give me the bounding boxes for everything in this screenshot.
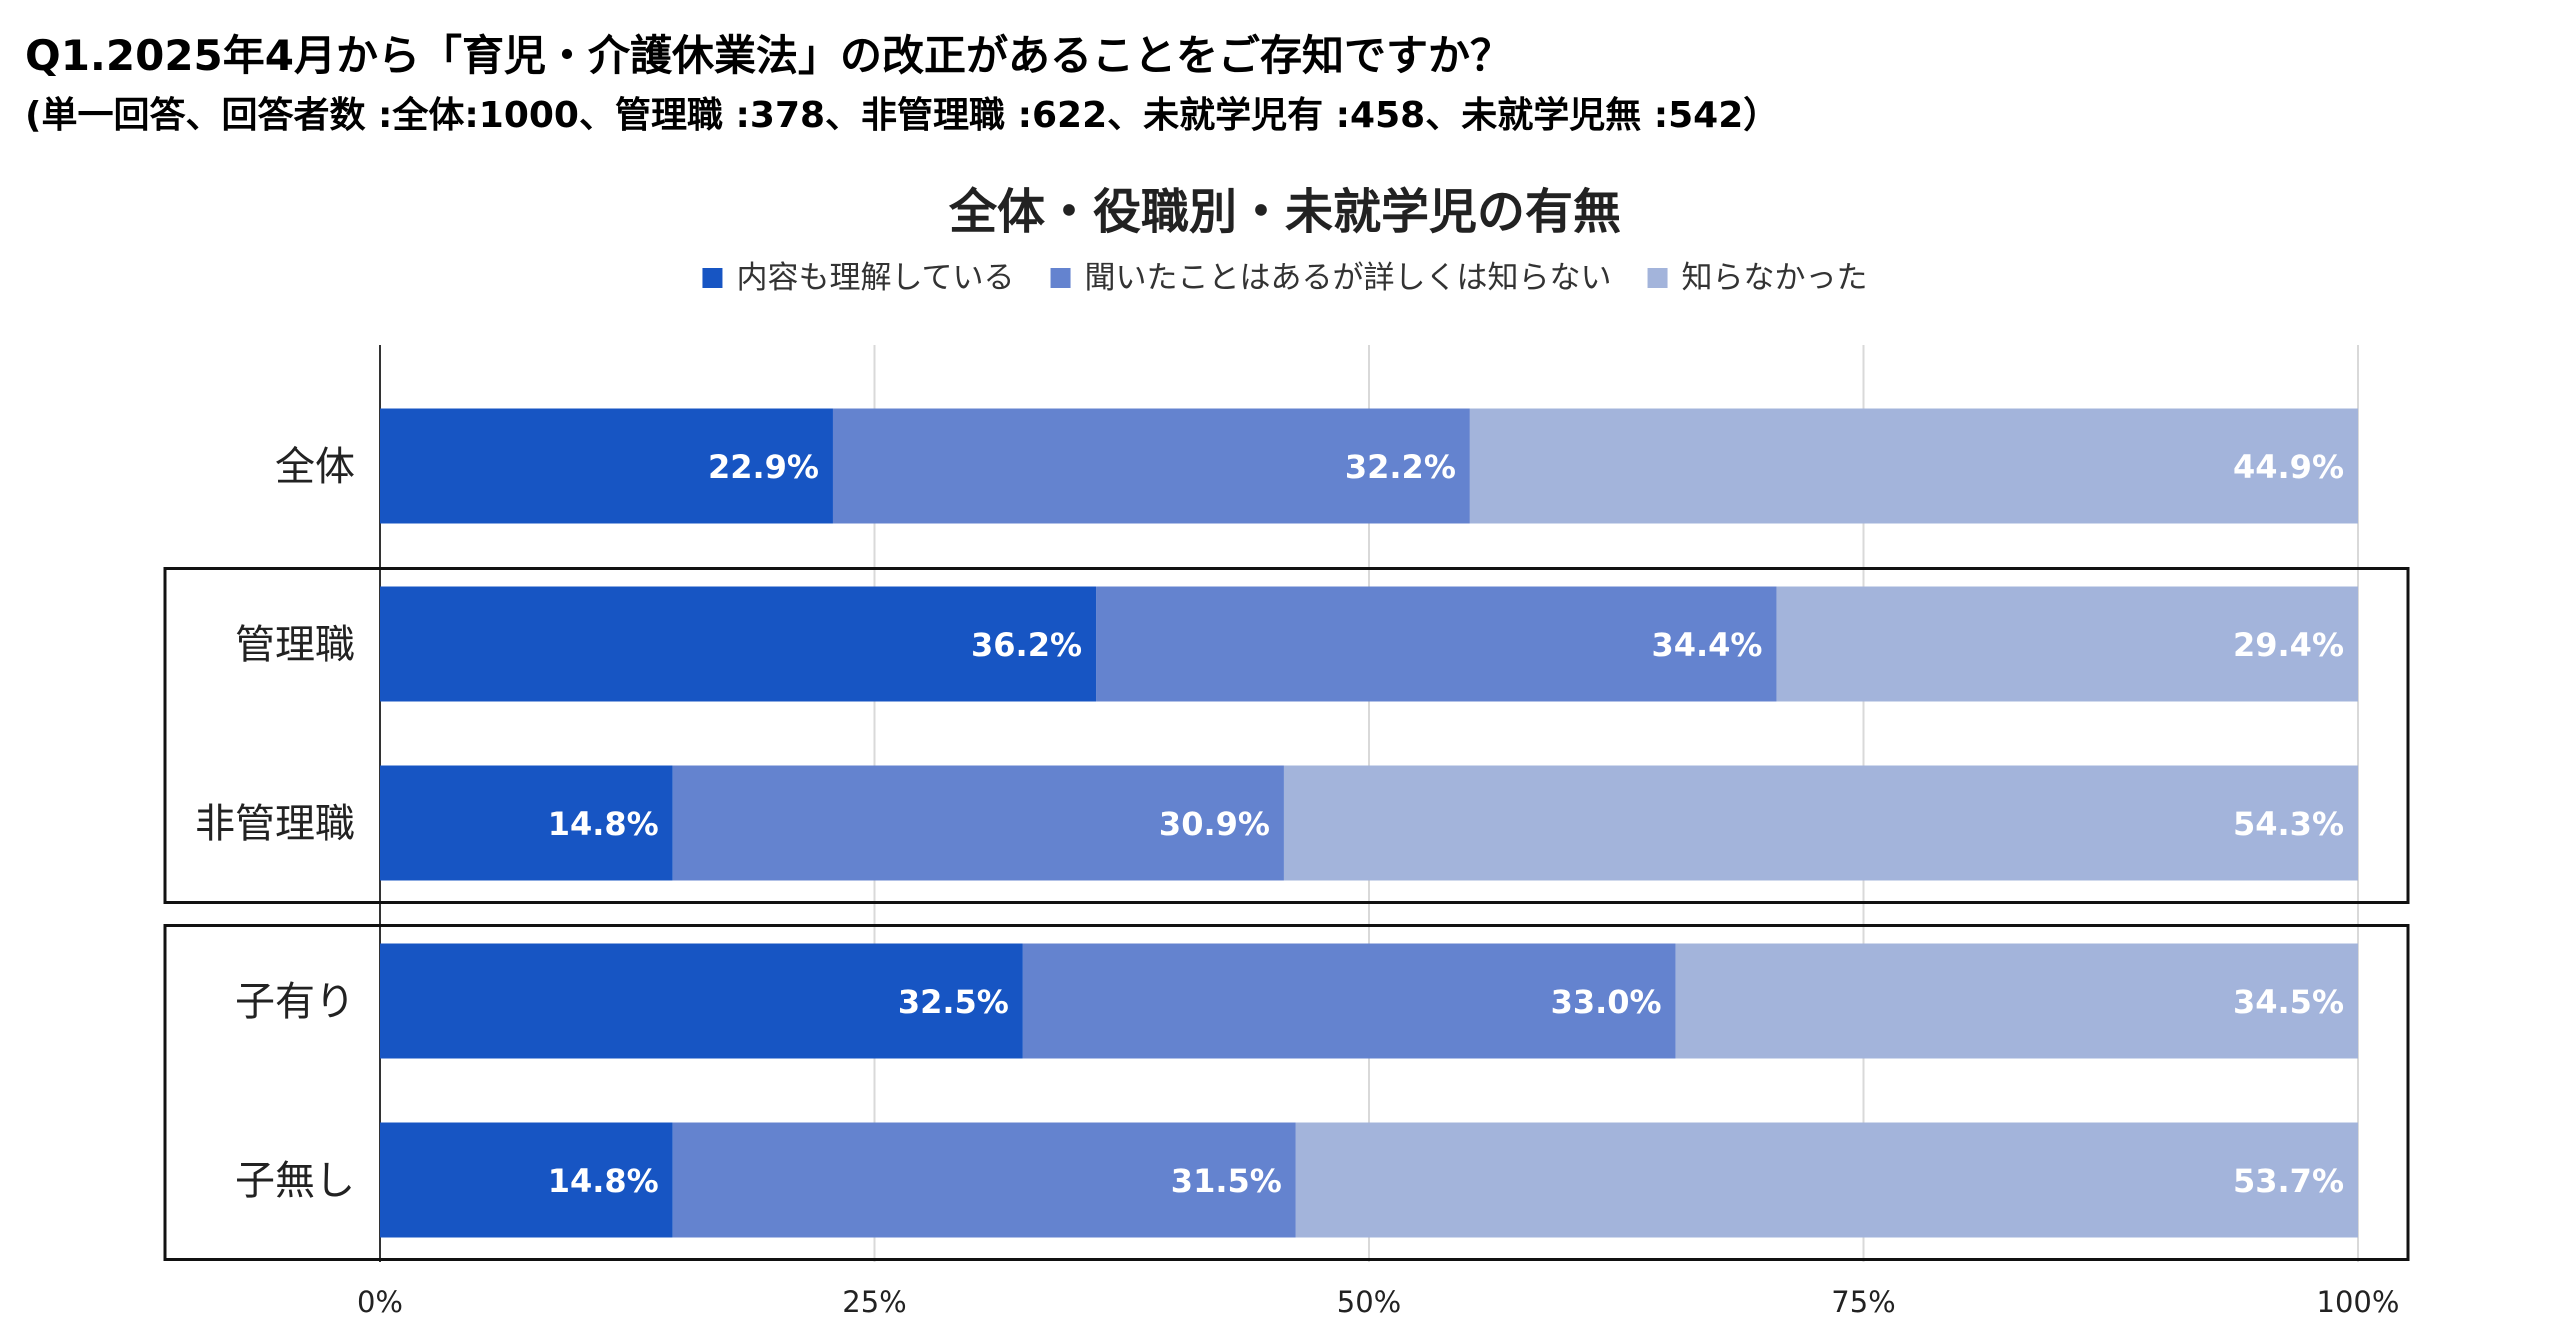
x-tick-label: 100% [2317,1285,2400,1319]
data-label: 29.4% [2233,626,2344,664]
bar-segment [1283,765,2358,881]
legend-label: 聞いたことはあるが詳しくは知らない [1085,260,1612,296]
category-label: 全体 [275,444,355,490]
data-label: 32.2% [1345,448,1456,486]
bar-segment [380,1122,673,1238]
data-labels: 22.9% 32.2% 44.9% 36.2% 34.4% 29.4% 14.8% 30.9%… [548,448,2344,1200]
group-box-2 [163,924,2410,1261]
data-label: 44.9% [2233,448,2344,486]
legend-label: 内容も理解している [736,260,1014,296]
legend: 内容も理解している 聞いたことはあるが詳しくは知らない 知らなかった [702,260,1868,296]
x-tick-label: 75% [1831,1285,1895,1319]
bars [380,408,2358,1238]
x-tick-label: 50% [1337,1285,1401,1319]
data-label: 36.2% [971,626,1082,664]
group-boxes [163,567,2410,1261]
category-label: 子有り [235,979,355,1025]
bar-segment [672,1122,1296,1238]
category-label: 子無し [235,1158,355,1204]
category-label: 管理職 [235,622,355,668]
bar-segment [1469,408,2358,524]
bar-segment [1776,586,2358,702]
data-label: 31.5% [1171,1162,1282,1200]
data-label: 32.5% [898,983,1009,1021]
data-label: 53.7% [2233,1162,2344,1200]
chart-title: 全体・役職別・未就学児の有無 [948,184,1621,240]
legend-swatch [702,268,723,288]
bar-segment [380,586,1097,702]
group-box-1 [163,567,2410,904]
bar-segment [1096,586,1777,702]
legend-swatch [1050,268,1071,288]
x-tick-label: 0% [357,1285,403,1319]
bar-segment [380,765,673,881]
data-label: 54.3% [2233,805,2344,843]
bar-segment [1022,943,1676,1059]
bar-segment [832,408,1470,524]
data-label: 14.8% [548,805,659,843]
data-label: 34.4% [1651,626,1762,664]
x-tick-label: 25% [842,1285,906,1319]
respondent-note: (単一回答、回答者数 :全体:1000、管理職 :378、非管理職 :622、未… [25,95,1780,136]
data-label: 30.9% [1159,805,1270,843]
bar-segment [1675,943,2358,1059]
bar-segment [1295,1122,2358,1238]
data-label: 34.5% [2233,983,2344,1021]
data-label: 33.0% [1551,983,1662,1021]
question-heading: Q1.2025年4月から「育児・介護休業法」の改正があることをご存知ですか？ [25,31,1513,80]
category-label: 非管理職 [195,801,355,847]
legend-swatch [1647,268,1668,288]
bar-segment [380,408,833,524]
bar-segment [380,943,1023,1059]
x-axis-ticks: 0% 25% 50% 75% 100% [357,1285,2399,1319]
legend-label: 知らなかった [1682,260,1868,296]
bar-segment [672,765,1284,881]
data-label: 14.8% [548,1162,659,1200]
data-label: 22.9% [708,448,819,486]
